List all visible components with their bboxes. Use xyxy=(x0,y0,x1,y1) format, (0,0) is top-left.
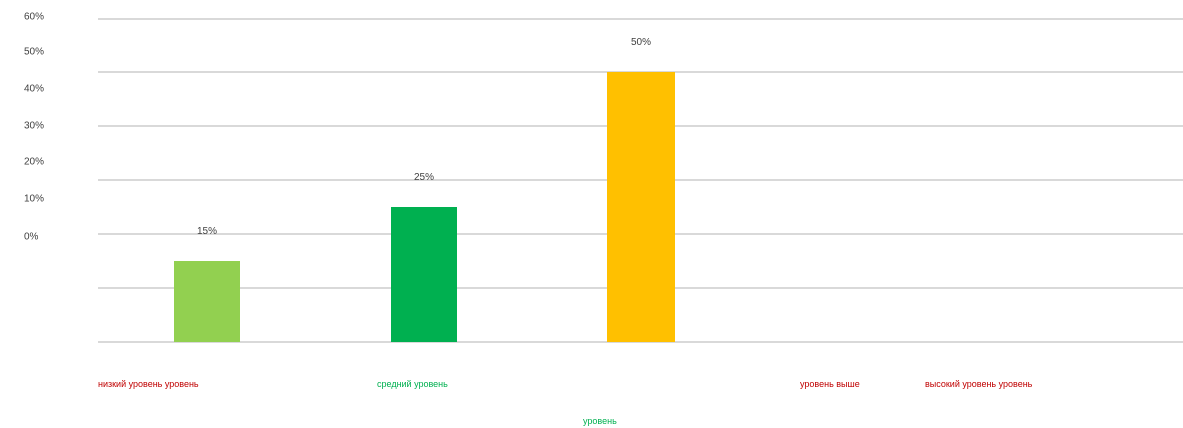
x-category-label: средний уровень xyxy=(377,379,448,389)
bars xyxy=(174,72,675,342)
y-tick-label: 0% xyxy=(24,232,39,243)
data-labels: 15% 25% 50% xyxy=(197,37,651,237)
x-axis-category-labels: низкий уровень уровень средний уровень уро… xyxy=(98,379,1033,426)
y-tick-label: 10% xyxy=(24,194,44,205)
data-label: 25% xyxy=(414,172,434,183)
y-tick-label: 50% xyxy=(24,47,44,58)
data-label: 15% xyxy=(197,226,217,237)
y-tick-label: 60% xyxy=(24,12,44,23)
bar xyxy=(607,72,675,342)
y-axis-tick-labels: 60% 50% 40% 30% 20% 10% 0% xyxy=(24,12,44,243)
y-tick-label: 40% xyxy=(24,84,44,95)
y-tick-label: 30% xyxy=(24,121,44,132)
x-category-label: высокий уровень уровень xyxy=(925,379,1033,389)
x-category-label: уровень xyxy=(583,416,617,426)
bar xyxy=(391,207,457,342)
y-tick-label: 20% xyxy=(24,157,44,168)
x-category-label: низкий уровень уровень xyxy=(98,379,199,389)
bar xyxy=(174,261,240,342)
data-label: 50% xyxy=(631,37,651,48)
x-category-label: уровень выше xyxy=(800,379,860,389)
